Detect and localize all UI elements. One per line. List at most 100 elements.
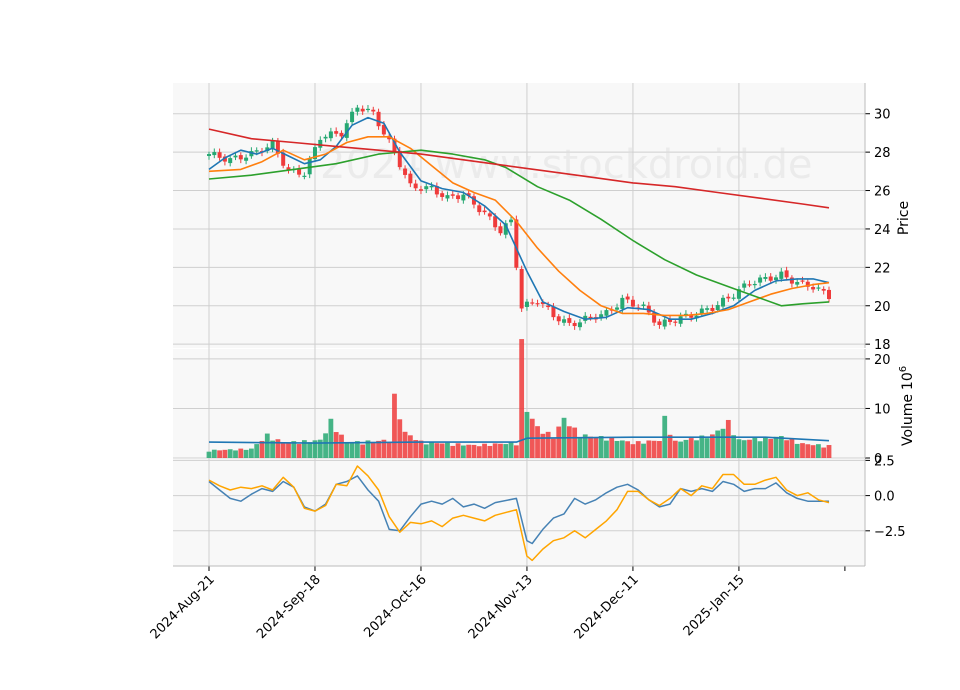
volume-bar [609,437,615,458]
volume-bar [551,438,556,458]
volume-bar [816,444,821,458]
candle-body [546,305,551,308]
price-layer [207,104,831,331]
candle-body [567,318,572,323]
indicator-layer [208,465,830,562]
candle-body [699,308,704,315]
candle-body [429,186,434,188]
volume-bar [593,437,599,458]
volume-bar [381,439,387,458]
price-axis-label: Price [896,201,912,235]
candle-body [572,322,577,327]
volume-bar [211,449,217,458]
candle-body [551,306,556,318]
volume-bar [254,444,260,458]
candle-body [620,297,625,309]
volume-bar [572,427,578,458]
volume-bar [625,441,631,458]
volume-bar [678,441,684,458]
candle-body [339,132,344,137]
volume-bar [582,434,588,458]
candle-body [434,186,439,195]
volume-bar [397,419,403,458]
candle-body [556,316,561,322]
candle-body [673,321,678,323]
volume-bar [344,442,350,458]
candle-body [244,157,249,161]
candle-body [588,316,593,318]
candle-body [408,173,413,184]
x-tick-label: 2024-Oct-16 [361,572,429,640]
volume-bar [460,445,466,458]
indicator-tick-label: 2.5 [874,454,895,469]
volume-bar [688,438,694,458]
candle-body [328,131,333,139]
volume-bar [731,435,737,458]
candle-body [482,210,487,213]
volume-bar [794,443,800,458]
moving-average-line-2 [208,136,830,317]
candle-body [530,302,535,304]
candle-body [471,196,476,205]
volume-bar [275,439,281,458]
candle-body [275,140,280,154]
candle-body [493,216,498,228]
candle-body [233,155,238,158]
volume-bar [370,441,376,458]
x-tick-label: 2024-Aug-21 [148,572,218,642]
volume-bar [773,436,779,458]
volume-bar [270,440,275,458]
volume-bar [487,445,493,458]
indicator-line-2 [208,465,830,562]
volume-bar [301,440,307,458]
volume-bar [630,444,636,458]
candle-body [662,319,667,327]
candle-body [641,304,646,306]
volume-bar [789,438,795,458]
candle-body [238,155,243,160]
volume-bar [466,444,472,458]
x-tick-label: 2025-Jan-15 [681,572,748,639]
candle-body [524,301,529,307]
candle-body [254,150,259,152]
volume-bar [588,436,593,458]
candle-body [577,322,582,328]
candle-body [811,287,816,290]
price-tick-label: 26 [874,185,891,200]
volume-bar [545,431,551,458]
candle-body [758,277,763,283]
volume-bar [683,439,689,458]
candle-body [297,168,302,175]
volume-bar [720,428,726,458]
candle-body [212,152,217,156]
volume-bar [296,444,302,458]
candle-body [519,268,524,309]
volume-bar [800,443,805,458]
candle-body [461,194,466,201]
volume-bar [217,450,222,458]
candle-body [731,297,736,299]
volume-bar [243,449,249,458]
moving-average-line-3 [208,149,830,307]
candle-body [477,205,482,213]
candle-body [503,223,508,235]
volume-bar [619,440,625,458]
candle-body [800,280,805,282]
candle-body [365,108,370,111]
candle-body [217,152,222,158]
volume-bar [498,443,503,458]
candle-body [604,310,609,316]
volume-bar [492,443,498,458]
volume-bar [519,339,525,458]
grid-layer [173,83,865,566]
volume-bar [349,443,355,458]
watermark: 2024 www.stockdroid.de [320,142,813,188]
candle-body [381,124,386,135]
volume-bar [418,440,424,458]
price-tick-label: 18 [874,338,891,353]
volume-bar [747,439,752,458]
candle-body [763,277,768,279]
volume-bar [657,441,662,458]
volume-bar [259,440,265,458]
candle-body [334,131,339,134]
